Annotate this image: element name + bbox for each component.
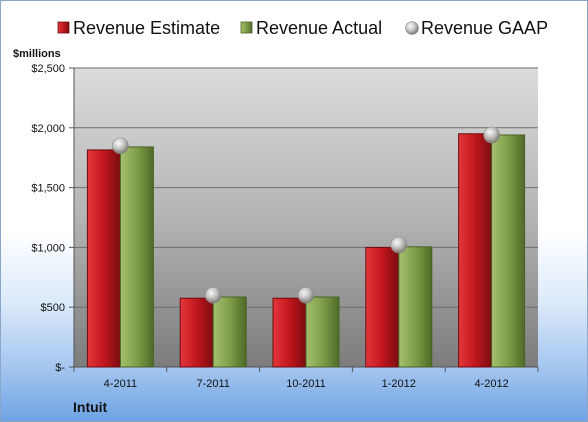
x-tick-label: 7-2011 <box>196 378 229 390</box>
y-tick-label: $500 <box>41 302 65 314</box>
company-name: Intuit <box>73 399 108 415</box>
revenue-estimate-bar <box>458 133 493 368</box>
revenue-estimate-bar <box>179 297 214 368</box>
legend-swatch-estimate <box>57 21 70 34</box>
x-tick-label: 4-2011 <box>104 378 137 390</box>
revenue-gaap-marker <box>204 286 222 304</box>
revenue-gaap-marker <box>297 286 315 304</box>
x-tick-label: 1-2012 <box>382 378 416 390</box>
revenue-estimate-bar <box>365 246 400 368</box>
revenue-gaap-marker <box>112 137 129 155</box>
revenue-estimate-bar <box>86 149 121 368</box>
x-tick-label: 4-2012 <box>474 378 508 390</box>
y-tick-label: $- <box>55 362 65 374</box>
revenue-gaap-marker <box>390 236 408 254</box>
legend-swatch-actual <box>240 21 253 34</box>
y-tick-label: $1,000 <box>31 242 65 254</box>
y-tick-label: $2,500 <box>31 63 65 75</box>
legend-label: Revenue Estimate <box>73 18 220 38</box>
x-tick-label: 10-2011 <box>286 378 326 390</box>
revenue-actual-bar <box>491 134 526 368</box>
legend-label: Revenue GAAP <box>421 18 548 38</box>
revenue-actual-bar <box>119 146 154 368</box>
revenue-actual-bar <box>305 296 340 368</box>
revenue-actual-bar <box>398 246 433 368</box>
revenue-estimate-bar <box>272 297 307 368</box>
y-tick-label: $2,000 <box>31 123 65 135</box>
revenue-actual-bar <box>212 296 247 368</box>
legend-swatch-gaap <box>405 21 419 35</box>
unit-label: $millions <box>13 48 61 60</box>
legend-label: Revenue Actual <box>256 18 382 38</box>
revenue-gaap-marker <box>483 126 500 144</box>
y-tick-label: $1,500 <box>31 183 65 195</box>
